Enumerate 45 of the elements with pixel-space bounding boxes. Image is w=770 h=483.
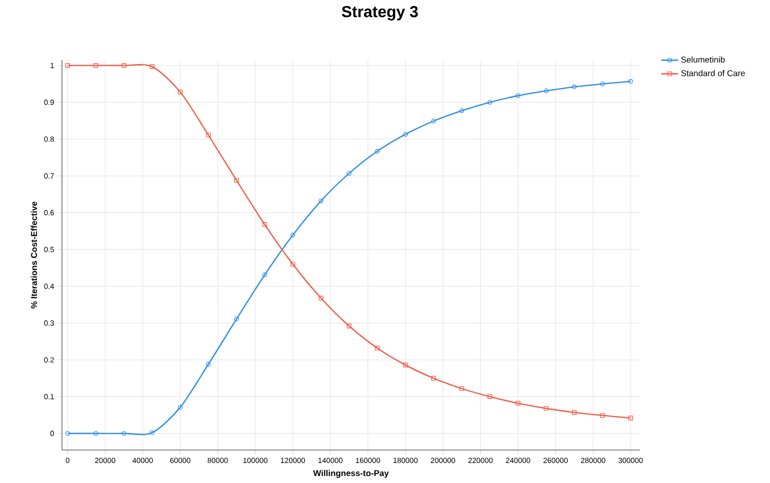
point — [234, 178, 239, 183]
point — [262, 222, 268, 227]
point — [572, 410, 577, 415]
point — [150, 430, 154, 436]
point — [290, 262, 296, 267]
point — [346, 170, 352, 176]
point — [318, 198, 324, 204]
point — [65, 63, 70, 68]
point — [178, 404, 183, 410]
point — [600, 413, 605, 418]
point — [572, 84, 577, 90]
point — [544, 88, 549, 94]
legend-label: Standard of Care — [681, 70, 745, 76]
point — [206, 132, 211, 138]
chart-title: Strategy 3 — [342, 6, 418, 20]
point — [122, 63, 126, 68]
point — [318, 296, 324, 300]
point — [93, 431, 98, 436]
point — [488, 100, 492, 105]
point — [516, 93, 520, 98]
point — [234, 316, 239, 322]
y-axis-title: % Iterations Cost-Effective — [30, 202, 37, 308]
point — [544, 406, 549, 411]
x-axis-title: Willingness-to-Pay — [313, 470, 389, 478]
point — [403, 362, 408, 368]
legend-label: Selumetinib — [681, 56, 725, 63]
point — [488, 394, 492, 399]
point — [600, 82, 605, 86]
point — [403, 132, 408, 137]
point — [178, 90, 183, 94]
point — [290, 232, 296, 238]
point — [431, 376, 436, 381]
point — [206, 362, 211, 367]
point — [628, 416, 633, 420]
point — [93, 63, 98, 68]
point — [516, 400, 520, 406]
point — [122, 431, 126, 436]
point — [459, 386, 464, 391]
point — [346, 324, 352, 328]
point — [431, 118, 436, 124]
point — [374, 148, 380, 154]
point — [459, 108, 464, 114]
point — [150, 64, 154, 69]
point — [374, 346, 380, 350]
point — [262, 272, 268, 278]
